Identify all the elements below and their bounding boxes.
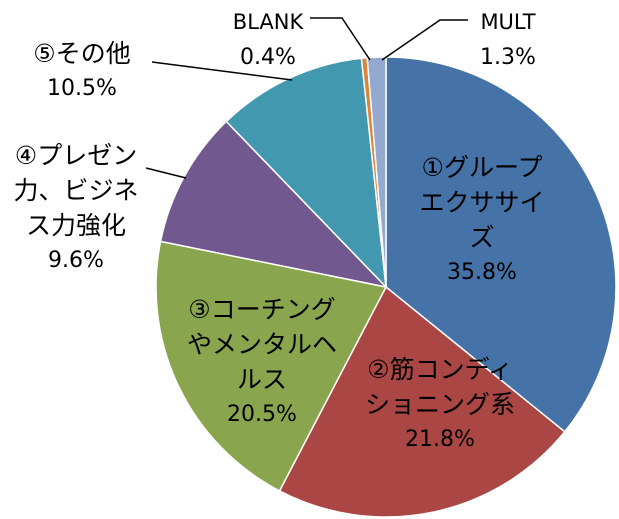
- category-label: ④プレゼン力、ビジネス力強化: [13, 141, 139, 240]
- category-label: ②筋コンディショニング系: [364, 355, 515, 419]
- category-label: ③コーチングやメンタルヘルス: [187, 295, 338, 394]
- slice-label: BLANK 0.4%: [218, 4, 318, 76]
- leader-line: [310, 17, 371, 61]
- value-label: 21.8%: [405, 427, 475, 452]
- category-label: BLANK: [232, 10, 304, 34]
- value-label: 9.6%: [48, 248, 104, 273]
- slices: [155, 56, 617, 518]
- pie-slice: [159, 120, 389, 289]
- slice-label: ②筋コンディショニング系 21.8%: [361, 352, 519, 457]
- category-label: ①グループエクササイズ: [419, 153, 545, 252]
- leader-line: [145, 167, 187, 179]
- pie-slice: [385, 56, 617, 433]
- pie-slice: [278, 285, 566, 518]
- value-label: 20.5%: [227, 402, 297, 427]
- slice-label: ③コーチングやメンタルヘルス 20.5%: [187, 292, 337, 432]
- slice-label: ⑤その他 10.5%: [7, 36, 157, 106]
- pie-slice: [155, 240, 388, 492]
- value-label: 35.8%: [447, 260, 517, 285]
- value-label: 0.4%: [240, 45, 296, 70]
- category-label: MULT: [480, 10, 536, 34]
- value-label: 1.3%: [480, 45, 536, 70]
- slice-label: MULT 1.3%: [458, 4, 558, 76]
- leader-line: [381, 19, 468, 61]
- slice-label: ①グループエクササイズ 35.8%: [412, 150, 552, 290]
- leader-line: [151, 61, 293, 81]
- category-label: ⑤その他: [33, 39, 131, 68]
- value-label: 10.5%: [47, 76, 117, 101]
- pie-slice: [225, 57, 387, 290]
- slice-label: ④プレゼン力、ビジネス力強化 9.6%: [2, 138, 150, 278]
